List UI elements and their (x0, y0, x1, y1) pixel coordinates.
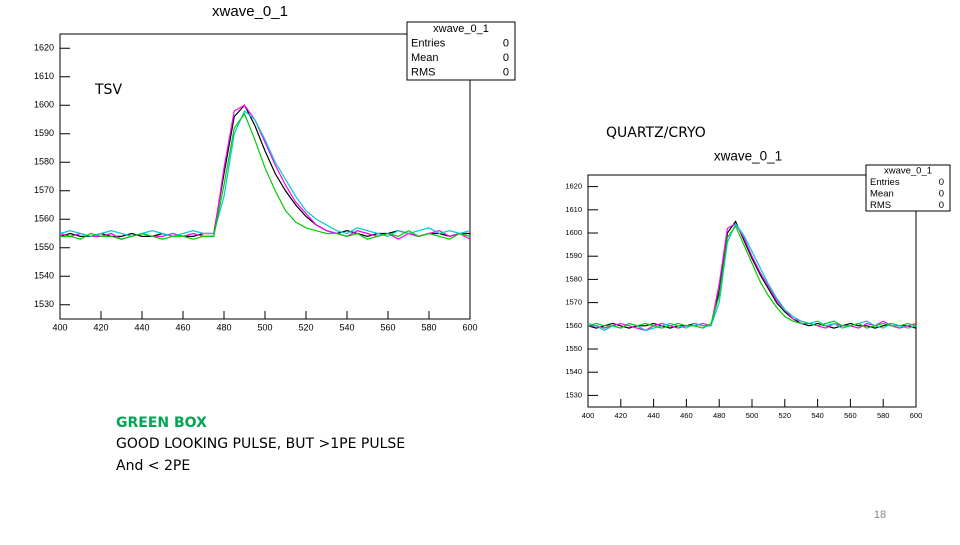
y-tick-label: 1540 (34, 271, 54, 281)
stats-value: 0 (939, 188, 944, 199)
stats-value: 0 (503, 38, 509, 50)
waveform (59, 109, 471, 237)
y-tick-label: 1620 (34, 43, 54, 53)
stats-label: Entries (870, 177, 900, 188)
y-tick-label: 1610 (34, 71, 54, 81)
x-tick-label: 580 (877, 411, 890, 420)
x-tick-label: 520 (779, 411, 792, 420)
x-tick-label: 540 (339, 322, 354, 332)
x-tick-label: 420 (93, 322, 108, 332)
stats-box (406, 21, 516, 81)
y-tick-label: 1610 (565, 205, 582, 214)
note-line: And < 2PE (116, 458, 190, 474)
chart-title: xwave_0_1 (212, 3, 288, 20)
x-tick-label: 600 (910, 411, 923, 420)
y-tick-label: 1620 (565, 182, 582, 191)
stats-label: Mean (411, 52, 439, 64)
stats-value: 0 (503, 67, 509, 79)
x-tick-label: 600 (462, 322, 477, 332)
y-tick-label: 1570 (34, 185, 54, 195)
y-tick-label: 1550 (34, 242, 54, 252)
y-tick-label: 1580 (34, 157, 54, 167)
stats-label: RMS (411, 67, 435, 79)
x-tick-label: 480 (216, 322, 231, 332)
x-tick-label: 480 (713, 411, 726, 420)
x-tick-label: 560 (380, 322, 395, 332)
stats-label: Mean (870, 188, 894, 199)
waveform (588, 222, 917, 332)
stats-box (865, 164, 951, 212)
y-tick-label: 1540 (565, 367, 582, 376)
x-tick-label: 540 (811, 411, 824, 420)
x-tick-label: 440 (134, 322, 149, 332)
x-tick-label: 460 (175, 322, 190, 332)
y-tick-label: 1530 (565, 390, 582, 399)
stats-value: 0 (939, 200, 944, 211)
x-tick-label: 400 (52, 322, 67, 332)
x-tick-label: 400 (582, 411, 595, 420)
page-number: 18 (874, 509, 886, 521)
stats-label: RMS (870, 200, 891, 211)
x-tick-label: 520 (298, 322, 313, 332)
x-tick-label: 580 (421, 322, 436, 332)
x-tick-label: 500 (746, 411, 759, 420)
x-tick-label: 560 (844, 411, 857, 420)
x-tick-label: 440 (647, 411, 660, 420)
y-tick-label: 1590 (34, 128, 54, 138)
y-tick-label: 1560 (34, 214, 54, 224)
x-tick-label: 420 (615, 411, 628, 420)
stats-value: 0 (939, 177, 944, 188)
label-right: QUARTZ/CRYO (606, 125, 706, 141)
stats-label: Entries (411, 38, 446, 50)
note-line: GOOD LOOKING PULSE, BUT >1PE PULSE (116, 436, 405, 452)
x-tick-label: 500 (257, 322, 272, 332)
note-title: GREEN BOX (116, 415, 207, 431)
x-tick-label: 460 (680, 411, 693, 420)
y-tick-label: 1590 (565, 251, 582, 260)
chart-title: xwave_0_1 (714, 149, 782, 164)
stats-title: xwave_0_1 (433, 23, 489, 35)
y-tick-label: 1600 (34, 100, 54, 110)
label-left: TSV (94, 82, 122, 98)
y-tick-label: 1600 (565, 228, 582, 237)
waveform (587, 224, 917, 329)
y-tick-label: 1570 (565, 298, 582, 307)
waveform (587, 222, 917, 332)
y-tick-label: 1550 (565, 344, 582, 353)
waveform (587, 220, 917, 329)
stats-value: 0 (503, 52, 509, 64)
y-tick-label: 1580 (565, 274, 582, 283)
y-tick-label: 1530 (34, 299, 54, 309)
waveform (60, 112, 471, 240)
stats-title: xwave_0_1 (884, 165, 932, 176)
y-tick-label: 1560 (565, 321, 582, 330)
